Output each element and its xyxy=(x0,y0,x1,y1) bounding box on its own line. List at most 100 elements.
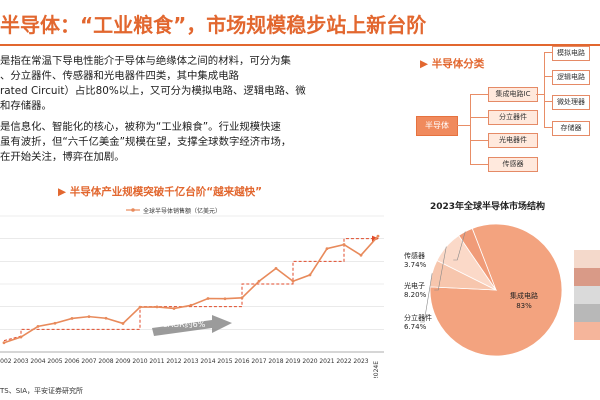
line-chart: 全球半导体销售额（亿美元）200220032004200520062007200… xyxy=(0,207,384,378)
pie-chart-title-wrap: 2023年全球半导体市场结构 xyxy=(430,194,545,213)
body-text: 是指在常温下导电性能介于导体与绝缘体之间的材料，可分为集 、分立器件、传感器和光… xyxy=(0,54,338,169)
para2-line: 是信息化、智能化的核心，被称为“工业粮食”。行业规模快速 xyxy=(0,121,281,133)
connector xyxy=(470,94,471,164)
pie-slice-label: 传感器 xyxy=(404,251,425,260)
class-root: 半导体 xyxy=(416,116,458,136)
x-tick-label: 2007 xyxy=(81,358,96,365)
paragraph-2: 是信息化、智能化的核心，被称为“工业粮食”。行业规模快速 虽有波折，但“六千亿美… xyxy=(0,120,338,165)
data-point xyxy=(53,321,57,325)
data-point xyxy=(19,335,23,339)
data-point xyxy=(36,324,40,328)
legend-swatch xyxy=(131,208,135,212)
connector xyxy=(470,94,488,95)
data-point xyxy=(325,247,329,251)
x-tick-label: 2012 xyxy=(166,358,181,365)
data-point xyxy=(172,307,176,310)
line-chart-title: 半导体产业规模突破千亿台阶“越来越快” xyxy=(69,186,263,198)
data-point xyxy=(70,317,74,320)
class-optoelectronic: 光电器件 xyxy=(488,133,538,148)
classification-title: 半导体分类 xyxy=(431,58,485,70)
data-point xyxy=(359,253,363,257)
x-tick-label: 2010 xyxy=(132,358,147,365)
data-point xyxy=(223,297,227,301)
leader-line xyxy=(434,246,447,291)
legend-color-block xyxy=(574,304,600,322)
chart-legend: 全球半导体销售额（亿美元） xyxy=(126,207,221,215)
legend-color-block xyxy=(574,322,600,340)
line-chart-title-wrap: ▶ 半导体产业规模突破千亿台阶“越来越快” xyxy=(58,186,263,198)
para1-line: rated Circuit）占比80%以上，又可分为模拟电路、逻辑电路、微 xyxy=(0,85,306,97)
x-tick-label: 2017 xyxy=(251,358,266,365)
pie-chart-title: 2023年全球半导体市场结构 xyxy=(430,202,546,212)
x-tick-label: 2018 xyxy=(268,358,283,365)
class-ic: 集成电路IC xyxy=(488,87,538,102)
connector xyxy=(544,101,552,102)
class-sensor: 传感器 xyxy=(488,157,538,172)
connector xyxy=(536,94,544,95)
title-divider xyxy=(0,44,600,46)
connector xyxy=(544,52,545,128)
x-tick-label: 2011 xyxy=(149,358,164,365)
connector xyxy=(456,125,470,126)
x-tick-label: 2004 xyxy=(30,358,45,365)
x-tick-label: 2020 xyxy=(302,358,317,365)
x-tick-label: 2009 xyxy=(115,358,130,365)
pie-slice-pct: 8.20% xyxy=(404,291,427,299)
x-tick-label: 2016 xyxy=(234,358,249,365)
data-point xyxy=(189,303,193,307)
x-tick-label: 2003 xyxy=(13,358,28,365)
classification-title-wrap: ▶ 半导体分类 xyxy=(420,58,485,70)
connector xyxy=(470,117,488,118)
source-note: TS、SIA，平安证券研究所 xyxy=(0,387,84,395)
connector xyxy=(544,127,552,128)
classification-diagram: 半导体 集成电路IC 分立器件 光电器件 传感器 模拟电路 逻辑电路 微处理器 … xyxy=(410,46,596,184)
data-point xyxy=(257,279,261,283)
class-discrete: 分立器件 xyxy=(488,110,538,125)
para1-line: 是指在常温下导电性能介于导体与绝缘体之间的材料，可分为集 xyxy=(0,55,291,67)
data-point xyxy=(274,266,278,270)
legend-color-block xyxy=(574,268,600,286)
data-point xyxy=(87,315,91,319)
leader-line xyxy=(420,273,433,323)
legend-color-block xyxy=(574,250,600,268)
pie-slice-label: 集成电路 xyxy=(510,291,538,300)
pie-slice-pct: 83% xyxy=(516,302,532,310)
data-point xyxy=(240,296,244,300)
x-tick-label: 2008 xyxy=(98,358,113,365)
x-tick-label: 2023 xyxy=(353,358,368,365)
connector xyxy=(470,140,488,141)
data-point xyxy=(155,305,159,309)
cagr-label: CAGR约6% xyxy=(162,320,206,329)
para1-line: 和存储器。 xyxy=(0,100,52,112)
connector xyxy=(544,76,552,77)
x-tick-label: 2006 xyxy=(64,358,79,365)
data-point xyxy=(2,341,6,345)
x-tick-label: 2014 xyxy=(200,358,215,365)
x-tick-label: 2022 xyxy=(336,358,351,365)
paragraph-1: 是指在常温下导电性能介于导体与绝缘体之间的材料，可分为集 、分立器件、传感器和光… xyxy=(0,54,338,114)
pie-slice-label: 光电子 xyxy=(404,281,425,290)
x-tick-label: 2002 xyxy=(0,358,12,365)
page-title: 半导体：“工业粮食”，市场规模稳步站上新台阶 xyxy=(0,13,427,37)
cagr-annotation: CAGR约6% xyxy=(150,314,234,336)
data-point xyxy=(206,297,210,300)
class-analog: 模拟电路 xyxy=(552,46,590,61)
pie-slice-pct: 3.74% xyxy=(404,261,427,269)
data-point xyxy=(376,234,380,238)
x-tick-label: 2013 xyxy=(183,358,198,365)
x-tick-label: 2005 xyxy=(47,358,62,365)
cagr-arrow-icon xyxy=(152,315,232,336)
connector xyxy=(544,52,552,53)
class-microprocessor: 微处理器 xyxy=(552,95,590,110)
pie-label-ic: 集成电路 83% xyxy=(510,291,538,310)
connector xyxy=(470,164,488,165)
para2-line: 在开始关注，博弈在加剧。 xyxy=(0,151,125,163)
class-logic: 逻辑电路 xyxy=(552,70,590,85)
data-point xyxy=(138,305,142,309)
data-point xyxy=(308,273,312,277)
x-tick-label: 2021 xyxy=(319,358,334,365)
legend-color-block xyxy=(574,286,600,304)
para1-line: 、分立器件、传感器和光电器件四类，其中集成电路 xyxy=(0,70,239,82)
data-point xyxy=(121,322,125,325)
